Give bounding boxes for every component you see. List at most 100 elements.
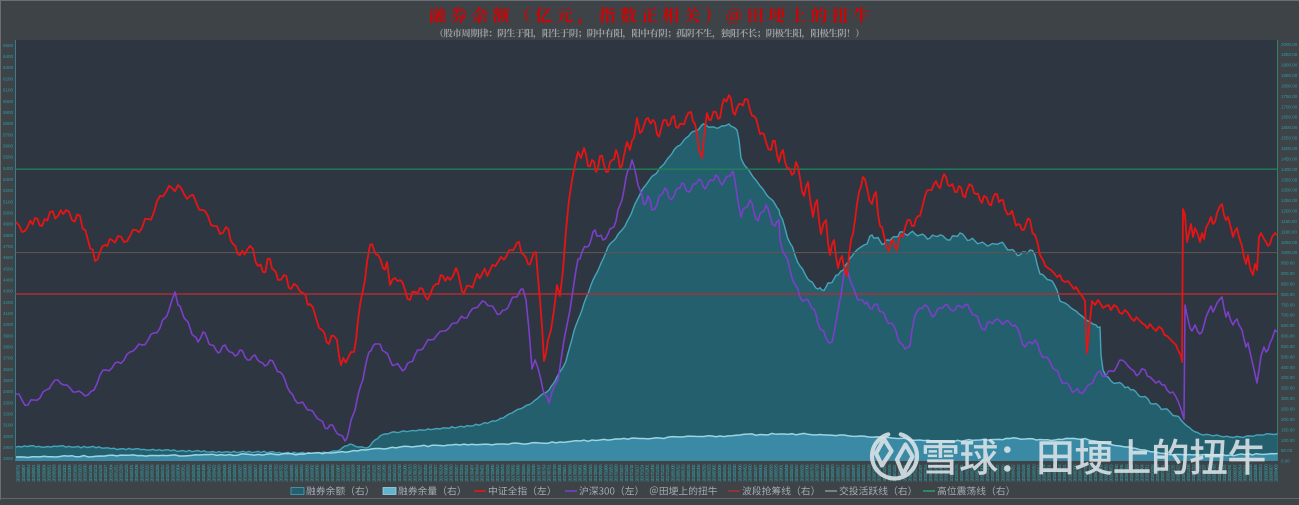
svg-text:4400: 4400	[3, 278, 14, 283]
svg-text:2016/07/08: 2016/07/08	[268, 464, 273, 482]
svg-text:2015/10/23: 2015/10/23	[78, 464, 83, 482]
svg-text:950.00: 950.00	[1281, 261, 1295, 266]
svg-text:2015/10/02: 2015/10/02	[62, 464, 67, 482]
svg-text:2016/07/15: 2016/07/15	[273, 464, 278, 482]
svg-text:350.00: 350.00	[1281, 386, 1295, 391]
svg-text:2018/03/16: 2018/03/16	[722, 464, 727, 482]
svg-text:2016/04/15: 2016/04/15	[206, 464, 211, 482]
svg-text:2017/06/02: 2017/06/02	[511, 464, 516, 482]
svg-text:2016/11/25: 2016/11/25	[371, 464, 376, 482]
svg-text:750.00: 750.00	[1281, 302, 1295, 307]
svg-text:50.00: 50.00	[1281, 448, 1293, 453]
svg-text:2016/01/01: 2016/01/01	[129, 464, 134, 482]
svg-text:2020/04/03: 2020/04/03	[1274, 464, 1279, 482]
svg-text:2016/07/01: 2016/07/01	[263, 464, 268, 482]
svg-text:2017/12/29: 2017/12/29	[665, 464, 670, 482]
svg-text:2018/11/09: 2018/11/09	[897, 464, 902, 482]
svg-text:2018/09/14: 2018/09/14	[856, 464, 861, 482]
svg-text:2017/10/06: 2017/10/06	[603, 464, 608, 482]
svg-text:2019/07/12: 2019/07/12	[1078, 464, 1083, 482]
svg-text:2016/10/28: 2016/10/28	[351, 464, 356, 482]
svg-text:2018/08/17: 2018/08/17	[835, 464, 840, 482]
svg-text:2016/05/06: 2016/05/06	[222, 464, 227, 482]
svg-text:2016/01/22: 2016/01/22	[145, 464, 150, 482]
svg-text:2019/11/15: 2019/11/15	[1171, 464, 1176, 482]
svg-text:2019/03/08: 2019/03/08	[985, 464, 990, 482]
svg-text:2020/02/07: 2020/02/07	[1232, 464, 1237, 482]
svg-text:2018/01/12: 2018/01/12	[676, 464, 681, 482]
svg-text:2017/01/27: 2017/01/27	[418, 464, 423, 482]
svg-text:2015/11/13: 2015/11/13	[93, 464, 98, 482]
svg-text:2017/08/25: 2017/08/25	[572, 464, 577, 482]
svg-text:3500: 3500	[3, 378, 14, 383]
svg-text:1150.00: 1150.00	[1281, 219, 1297, 224]
svg-text:4700: 4700	[3, 244, 14, 249]
svg-text:2015/08/28: 2015/08/28	[36, 464, 41, 482]
svg-text:2016/08/12: 2016/08/12	[294, 464, 299, 482]
svg-text:1550.00: 1550.00	[1281, 136, 1298, 141]
svg-text:2016/02/26: 2016/02/26	[170, 464, 175, 482]
svg-text:2019/02/15: 2019/02/15	[969, 464, 974, 482]
svg-text:1500.00: 1500.00	[1281, 146, 1298, 151]
svg-text:2017/05/05: 2017/05/05	[490, 464, 495, 482]
svg-text:2016/10/21: 2016/10/21	[346, 464, 351, 482]
svg-text:6000: 6000	[3, 99, 14, 104]
svg-text:1850.00: 1850.00	[1281, 73, 1298, 78]
svg-text:2016/09/02: 2016/09/02	[310, 464, 315, 482]
svg-text:2019/10/25: 2019/10/25	[1155, 464, 1160, 482]
svg-text:2016/03/04: 2016/03/04	[175, 464, 180, 482]
svg-text:2017/03/10: 2017/03/10	[449, 464, 454, 482]
svg-text:2017/03/24: 2017/03/24	[459, 464, 464, 482]
svg-text:2018/04/27: 2018/04/27	[753, 464, 758, 482]
svg-text:2018/08/10: 2018/08/10	[830, 464, 835, 482]
svg-text:2018/03/30: 2018/03/30	[732, 464, 737, 482]
svg-text:2019/05/17: 2019/05/17	[1036, 464, 1041, 482]
svg-text:2017/02/17: 2017/02/17	[433, 464, 438, 482]
svg-text:1350.00: 1350.00	[1281, 177, 1298, 182]
svg-text:550.00: 550.00	[1281, 344, 1295, 349]
svg-text:650.00: 650.00	[1281, 323, 1295, 328]
svg-text:2000.00: 2000.00	[1281, 42, 1298, 47]
svg-text:2017/01/20: 2017/01/20	[413, 464, 418, 482]
svg-text:2016/06/17: 2016/06/17	[253, 464, 258, 482]
svg-text:1700.00: 1700.00	[1281, 104, 1298, 109]
svg-text:2018/11/30: 2018/11/30	[913, 464, 918, 482]
svg-text:2018/01/19: 2018/01/19	[681, 464, 686, 482]
svg-text:4200: 4200	[3, 300, 14, 305]
svg-text:1650.00: 1650.00	[1281, 115, 1298, 120]
svg-text:4600: 4600	[3, 255, 14, 260]
svg-text:2019/02/22: 2019/02/22	[975, 464, 980, 482]
svg-text:2016/12/16: 2016/12/16	[387, 464, 392, 482]
svg-text:2016/07/29: 2016/07/29	[284, 464, 289, 482]
svg-text:2016/04/22: 2016/04/22	[212, 464, 217, 482]
svg-text:2019/05/03: 2019/05/03	[1026, 464, 1031, 482]
svg-text:2018/06/08: 2018/06/08	[784, 464, 789, 482]
svg-text:2017/01/13: 2017/01/13	[407, 464, 412, 482]
svg-text:2015/12/18: 2015/12/18	[119, 464, 124, 482]
svg-text:3700: 3700	[3, 356, 14, 361]
svg-text:2018/10/19: 2018/10/19	[882, 464, 887, 482]
svg-text:2017/09/15: 2017/09/15	[588, 464, 593, 482]
svg-text:2019/10/11: 2019/10/11	[1145, 464, 1150, 482]
svg-text:2018/09/07: 2018/09/07	[851, 464, 856, 482]
svg-text:2017/08/04: 2017/08/04	[557, 464, 562, 482]
svg-text:2017/10/27: 2017/10/27	[619, 464, 624, 482]
svg-text:2018/02/02: 2018/02/02	[691, 464, 696, 482]
svg-text:2018/10/26: 2018/10/26	[887, 464, 892, 482]
svg-text:2019/11/08: 2019/11/08	[1165, 464, 1170, 482]
svg-text:2016/11/04: 2016/11/04	[356, 464, 361, 482]
svg-text:5000: 5000	[3, 210, 14, 215]
svg-text:2017/09/29: 2017/09/29	[598, 464, 603, 482]
svg-text:2018/01/05: 2018/01/05	[670, 464, 675, 482]
svg-text:2017/08/18: 2017/08/18	[567, 464, 572, 482]
svg-text:2015/12/11: 2015/12/11	[114, 464, 119, 482]
svg-text:2018/09/28: 2018/09/28	[866, 464, 871, 482]
svg-text:2016/10/07: 2016/10/07	[335, 464, 340, 482]
svg-text:6100: 6100	[3, 88, 14, 93]
svg-text:4800: 4800	[3, 233, 14, 238]
svg-text:2017/12/01: 2017/12/01	[645, 464, 650, 482]
svg-text:2016/05/20: 2016/05/20	[232, 464, 237, 482]
svg-text:2019/04/12: 2019/04/12	[1011, 464, 1016, 482]
svg-text:2016/11/11: 2016/11/11	[361, 464, 366, 481]
svg-text:2018/04/20: 2018/04/20	[748, 464, 753, 482]
